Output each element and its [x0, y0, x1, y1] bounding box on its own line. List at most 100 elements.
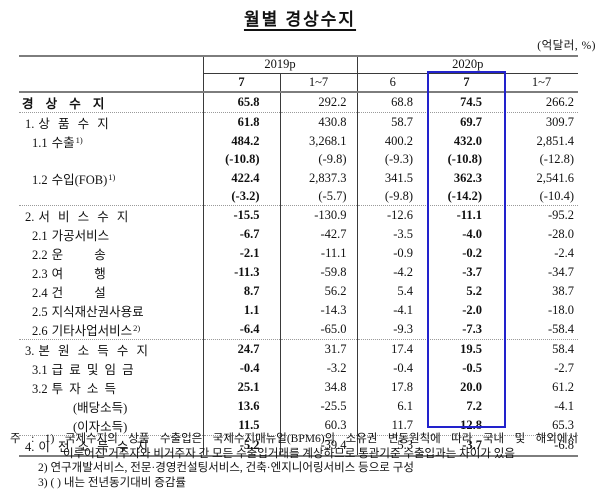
- table-row: 1.1 수출1) 484.2 3,268.1 400.2 432.0 2,851.4: [19, 132, 578, 151]
- value-cell: -12.6: [386, 207, 413, 222]
- row-label: 경 상 수 지: [19, 92, 204, 113]
- table-row: 1. 상 품 수 지 61.8 430.8 58.7 69.7 309.7: [19, 112, 578, 132]
- row-label-text: 여 행: [51, 266, 106, 281]
- value-cell: (-10.8): [447, 152, 482, 167]
- value-cell: -5.2: [203, 435, 281, 457]
- value-cell: -6.4: [203, 319, 281, 340]
- value-cell: 24.7: [203, 339, 281, 359]
- colgroup-2019p: 2019p: [203, 56, 358, 74]
- page-title: 월별 경상수지: [243, 10, 357, 29]
- value-cell: 400.2: [384, 134, 413, 148]
- value-cell: (-10.8): [203, 151, 281, 169]
- value-cell: -0.4: [393, 360, 413, 375]
- value-cell: -39.4: [280, 435, 358, 457]
- value-cell: 8.7: [203, 281, 281, 301]
- value-cell: 5.3: [357, 435, 428, 457]
- value-cell: -65.0: [280, 319, 358, 340]
- table-row: 경 상 수 지 65.8 292.2 68.8 74.5 266.2: [19, 92, 579, 113]
- value-cell: (-3.2): [203, 187, 281, 206]
- header-group-row: 2019p 2020p: [19, 56, 579, 93]
- subcol-2020-1to7: 1~7: [505, 73, 579, 93]
- row-number: 2.6: [32, 323, 48, 338]
- value-cell: 58.4: [552, 341, 575, 356]
- row-label: 3.1 급 료 및 임 금: [19, 358, 204, 378]
- footnote-marker: 1): [108, 171, 116, 182]
- value-cell: 61.2: [552, 379, 575, 394]
- table-row: 2.6 기타사업서비스2) -6.4 -65.0 -9.3 -7.3 -58.4: [19, 319, 579, 340]
- balance-table-wrap: 2019p 2020p 7 1~7 6 7 1~7 경 상 수 지 65.8 292…: [19, 55, 579, 457]
- value-cell: (-12.8): [539, 152, 575, 167]
- table-row: 4. 이 전 소 득 수 지 -5.2 -39.4 5.3 -3.7 -6.8: [19, 435, 579, 457]
- value-cell: -3.2: [280, 358, 358, 378]
- value-cell: -18.0: [547, 302, 575, 317]
- value-cell: -3.7: [428, 435, 505, 457]
- table-row: 2.2 운 송 -2.1 -11.1 -0.9 -0.2 -2.4: [19, 243, 578, 263]
- row-label-text: (배당소득): [73, 400, 128, 415]
- row-number: 1.: [25, 117, 35, 131]
- value-cell: 5.2: [466, 283, 482, 298]
- value-cell: 17.4: [391, 341, 413, 356]
- value-cell: 6.1: [397, 398, 413, 413]
- value-cell: -6.7: [203, 224, 281, 244]
- value-cell: -3.7: [462, 264, 482, 279]
- value-cell: -14.3: [280, 300, 358, 320]
- value-cell: 266.2: [505, 92, 579, 113]
- value-cell: 56.2: [280, 281, 358, 301]
- row-number: 3.1: [32, 362, 48, 377]
- value-cell: -2.7: [554, 360, 575, 375]
- row-label-text: 본 원 소 득 수 지: [38, 343, 149, 358]
- table-row: 3.2 투 자 소 득 25.1 34.8 17.8 20.0 61.2: [19, 377, 578, 397]
- row-label: 2.4 건 설: [19, 281, 204, 301]
- value-cell: -0.5: [462, 360, 482, 375]
- row-label-text: 급 료 및 임 금: [51, 362, 134, 377]
- value-cell: -130.9: [280, 205, 358, 225]
- value-cell: 1.1: [203, 300, 281, 320]
- value-cell: -2.4: [554, 245, 575, 260]
- row-label-text: 이 전 소 득 수 지: [38, 439, 149, 454]
- row-label: 2.6 기타사업서비스2): [19, 319, 204, 340]
- row-number: 2.1: [32, 228, 48, 243]
- value-cell: 2,837.3: [280, 168, 358, 188]
- value-cell: 7.2: [466, 398, 482, 413]
- row-number: 2.3: [32, 266, 48, 281]
- value-cell: -4.2: [393, 264, 413, 279]
- value-cell: 2,851.4: [536, 134, 575, 148]
- footnote-marker: 1): [75, 135, 83, 145]
- value-cell: -0.2: [462, 245, 482, 260]
- value-cell: (-9.3): [384, 152, 413, 167]
- value-cell: 422.4: [203, 168, 281, 188]
- subcol-2019-1to7: 1~7: [280, 73, 358, 93]
- value-cell: (-10.4): [505, 187, 579, 206]
- value-cell: -11.1: [456, 207, 482, 222]
- row-label: 2.3 여 행: [19, 262, 204, 282]
- value-cell: -6.8: [505, 435, 579, 457]
- footnotes: 주 : 1) 국제수지의 상품 수출입은 국제수지매뉴얼(BPM6)의 소유권 …: [10, 432, 578, 490]
- value-cell: -9.3: [357, 319, 428, 340]
- footnote-line: 2) 연구개발서비스, 전문·경영컨설팅서비스, 건축·엔지니어링서비스 등으로…: [38, 462, 414, 475]
- value-cell: -59.8: [280, 262, 358, 282]
- value-cell: 341.5: [384, 170, 413, 185]
- value-cell: -0.9: [393, 245, 413, 260]
- value-cell: 362.3: [453, 170, 482, 185]
- value-cell: -15.5: [203, 205, 281, 225]
- value-cell: 65.3: [505, 415, 579, 436]
- row-label: 2.2 운 송: [19, 243, 204, 263]
- value-cell: -7.3: [428, 319, 505, 340]
- table-row: 2. 서 비 스 수 지 -15.5 -130.9 -12.6 -11.1 -95.2: [19, 205, 578, 225]
- row-label: [19, 187, 204, 206]
- row-label: (이자소득): [19, 415, 204, 436]
- row-label-text: (이자소득): [73, 419, 128, 434]
- table-row: 3.1 급 료 및 임 금 -0.4 -3.2 -0.4 -0.5 -2.7: [19, 358, 578, 378]
- value-cell: 430.8: [280, 112, 358, 132]
- value-cell: -0.4: [203, 358, 281, 378]
- value-cell: 20.0: [460, 379, 482, 394]
- header-subcol-row: 7 1~7 6 7 1~7: [19, 73, 579, 93]
- value-cell: (-5.7): [280, 187, 358, 206]
- footnote-line: 주 : 1) 국제수지의 상품 수출입은 국제수지매뉴얼(BPM6)의 소유권 …: [10, 433, 578, 445]
- value-cell: 38.7: [552, 283, 575, 298]
- value-cell: -2.1: [203, 243, 281, 263]
- value-cell: 69.7: [460, 115, 482, 129]
- value-cell: -58.4: [505, 319, 579, 340]
- table-row: 2.3 여 행 -11.3 -59.8 -4.2 -3.7 -34.7: [19, 262, 578, 282]
- value-cell: (-9.8): [280, 151, 358, 169]
